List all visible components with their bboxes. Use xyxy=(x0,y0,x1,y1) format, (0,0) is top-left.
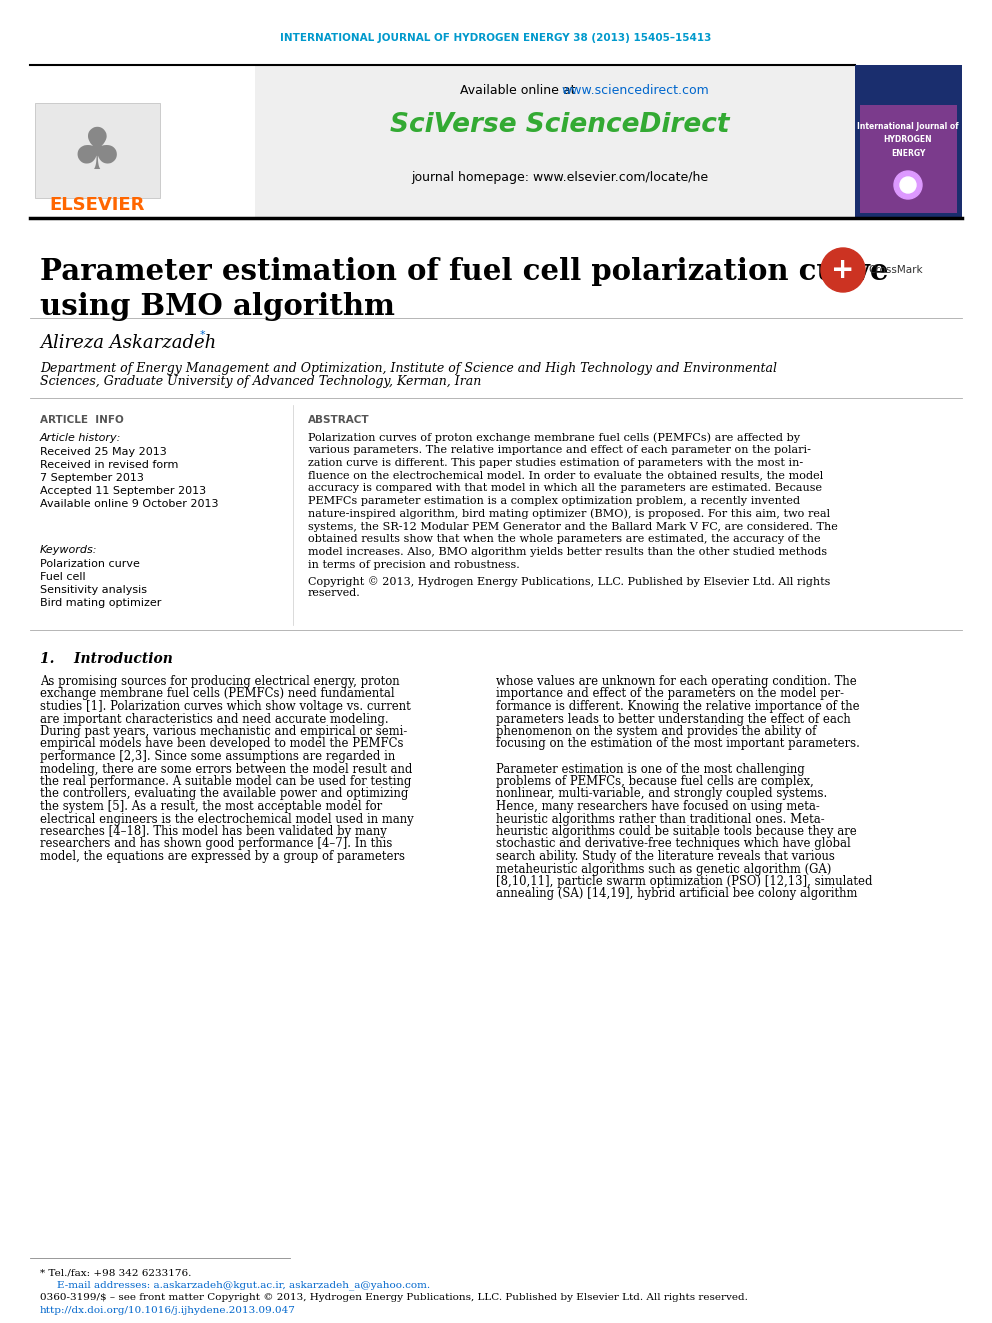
Text: fluence on the electrochemical model. In order to evaluate the obtained results,: fluence on the electrochemical model. In… xyxy=(308,471,823,480)
Text: model increases. Also, BMO algorithm yields better results than the other studie: model increases. Also, BMO algorithm yie… xyxy=(308,548,827,557)
Text: INTERNATIONAL JOURNAL OF HYDROGEN ENERGY 38 (2013) 15405–15413: INTERNATIONAL JOURNAL OF HYDROGEN ENERGY… xyxy=(281,33,711,44)
Text: accuracy is compared with that model in which all the parameters are estimated. : accuracy is compared with that model in … xyxy=(308,483,822,493)
Text: the system [5]. As a result, the most acceptable model for: the system [5]. As a result, the most ac… xyxy=(40,800,382,814)
Bar xyxy=(860,105,957,213)
Text: Article history:: Article history: xyxy=(40,433,121,443)
Text: researchers and has shown good performance [4–7]. In this: researchers and has shown good performan… xyxy=(40,837,393,851)
Text: in terms of precision and robustness.: in terms of precision and robustness. xyxy=(308,560,520,570)
Text: www.sciencedirect.com: www.sciencedirect.com xyxy=(561,83,708,97)
Text: During past years, various mechanistic and empirical or semi-: During past years, various mechanistic a… xyxy=(40,725,408,738)
Bar xyxy=(35,103,160,198)
Text: metaheuristic algorithms such as genetic algorithm (GA): metaheuristic algorithms such as genetic… xyxy=(496,863,831,876)
Text: E-mail addresses: a.askarzadeh@kgut.ac.ir, askarzadeh_a@yahoo.com.: E-mail addresses: a.askarzadeh@kgut.ac.i… xyxy=(57,1279,431,1290)
Text: ELSEVIER: ELSEVIER xyxy=(50,196,145,214)
Text: http://dx.doi.org/10.1016/j.ijhydene.2013.09.047: http://dx.doi.org/10.1016/j.ijhydene.201… xyxy=(40,1306,296,1315)
Text: parameters leads to better understanding the effect of each: parameters leads to better understanding… xyxy=(496,713,851,725)
Text: importance and effect of the parameters on the model per-: importance and effect of the parameters … xyxy=(496,688,844,700)
Text: using BMO algorithm: using BMO algorithm xyxy=(40,292,395,321)
Text: ABSTRACT: ABSTRACT xyxy=(308,415,370,425)
Text: exchange membrane fuel cells (PEMFCs) need fundamental: exchange membrane fuel cells (PEMFCs) ne… xyxy=(40,688,395,700)
Text: [8,10,11], particle swarm optimization (PSO) [12,13], simulated: [8,10,11], particle swarm optimization (… xyxy=(496,875,873,888)
Text: PEMFCs parameter estimation is a complex optimization problem, a recently invent: PEMFCs parameter estimation is a complex… xyxy=(308,496,801,505)
Text: Polarization curve: Polarization curve xyxy=(40,560,140,569)
Text: performance [2,3]. Since some assumptions are regarded in: performance [2,3]. Since some assumption… xyxy=(40,750,395,763)
Text: CrossMark: CrossMark xyxy=(868,265,923,275)
Text: ♣: ♣ xyxy=(70,123,123,180)
Text: electrical engineers is the electrochemical model used in many: electrical engineers is the electrochemi… xyxy=(40,812,414,826)
Text: model, the equations are expressed by a group of parameters: model, the equations are expressed by a … xyxy=(40,849,405,863)
Text: Copyright © 2013, Hydrogen Energy Publications, LLC. Published by Elsevier Ltd. : Copyright © 2013, Hydrogen Energy Public… xyxy=(308,576,830,586)
Text: modeling, there are some errors between the model result and: modeling, there are some errors between … xyxy=(40,762,413,775)
Text: 1.    Introduction: 1. Introduction xyxy=(40,652,173,665)
Text: 7 September 2013: 7 September 2013 xyxy=(40,474,144,483)
Text: formance is different. Knowing the relative importance of the: formance is different. Knowing the relat… xyxy=(496,700,860,713)
Text: are important characteristics and need accurate modeling.: are important characteristics and need a… xyxy=(40,713,389,725)
Text: Hence, many researchers have focused on using meta-: Hence, many researchers have focused on … xyxy=(496,800,819,814)
Text: nonlinear, multi-variable, and strongly coupled systems.: nonlinear, multi-variable, and strongly … xyxy=(496,787,827,800)
Text: search ability. Study of the literature reveals that various: search ability. Study of the literature … xyxy=(496,849,835,863)
Text: focusing on the estimation of the most important parameters.: focusing on the estimation of the most i… xyxy=(496,737,860,750)
Text: heuristic algorithms could be suitable tools because they are: heuristic algorithms could be suitable t… xyxy=(496,826,857,837)
Text: annealing (SA) [14,19], hybrid artificial bee colony algorithm: annealing (SA) [14,19], hybrid artificia… xyxy=(496,888,857,901)
Text: Fuel cell: Fuel cell xyxy=(40,572,85,582)
Circle shape xyxy=(821,247,865,292)
Text: Parameter estimation of fuel cell polarization curve: Parameter estimation of fuel cell polari… xyxy=(40,257,889,286)
Text: Bird mating optimizer: Bird mating optimizer xyxy=(40,598,162,609)
Text: ARTICLE  INFO: ARTICLE INFO xyxy=(40,415,124,425)
Text: various parameters. The relative importance and effect of each parameter on the : various parameters. The relative importa… xyxy=(308,445,810,455)
Text: stochastic and derivative-free techniques which have global: stochastic and derivative-free technique… xyxy=(496,837,851,851)
Bar xyxy=(255,65,855,218)
Text: Sensitivity analysis: Sensitivity analysis xyxy=(40,585,147,595)
Text: Available online 9 October 2013: Available online 9 October 2013 xyxy=(40,499,218,509)
Text: Keywords:: Keywords: xyxy=(40,545,97,556)
Text: Polarization curves of proton exchange membrane fuel cells (PEMFCs) are affected: Polarization curves of proton exchange m… xyxy=(308,433,801,443)
Text: *: * xyxy=(200,329,205,340)
Text: * Tel./fax: +98 342 6233176.: * Tel./fax: +98 342 6233176. xyxy=(40,1267,191,1277)
Text: empirical models have been developed to model the PEMFCs: empirical models have been developed to … xyxy=(40,737,404,750)
Text: heuristic algorithms rather than traditional ones. Meta-: heuristic algorithms rather than traditi… xyxy=(496,812,824,826)
Text: Available online at: Available online at xyxy=(460,83,579,97)
Text: researches [4–18]. This model has been validated by many: researches [4–18]. This model has been v… xyxy=(40,826,387,837)
Text: Accepted 11 September 2013: Accepted 11 September 2013 xyxy=(40,486,206,496)
Text: studies [1]. Polarization curves which show voltage vs. current: studies [1]. Polarization curves which s… xyxy=(40,700,411,713)
Bar xyxy=(855,65,962,218)
Text: zation curve is different. This paper studies estimation of parameters with the : zation curve is different. This paper st… xyxy=(308,458,804,467)
Bar xyxy=(30,65,255,218)
Text: Parameter estimation is one of the most challenging: Parameter estimation is one of the most … xyxy=(496,762,805,775)
Text: International Journal of
HYDROGEN
ENERGY: International Journal of HYDROGEN ENERGY xyxy=(857,122,959,157)
Text: +: + xyxy=(831,255,855,284)
Text: the controllers, evaluating the available power and optimizing: the controllers, evaluating the availabl… xyxy=(40,787,409,800)
Text: Received in revised form: Received in revised form xyxy=(40,460,179,470)
Text: phenomenon on the system and provides the ability of: phenomenon on the system and provides th… xyxy=(496,725,816,738)
Text: problems of PEMFCs, because fuel cells are complex,: problems of PEMFCs, because fuel cells a… xyxy=(496,775,813,789)
Text: As promising sources for producing electrical energy, proton: As promising sources for producing elect… xyxy=(40,675,400,688)
Text: systems, the SR-12 Modular PEM Generator and the Ballard Mark V FC, are consider: systems, the SR-12 Modular PEM Generator… xyxy=(308,521,838,532)
Text: 0360-3199/$ – see front matter Copyright © 2013, Hydrogen Energy Publications, L: 0360-3199/$ – see front matter Copyright… xyxy=(40,1293,748,1302)
Text: Sciences, Graduate University of Advanced Technology, Kerman, Iran: Sciences, Graduate University of Advance… xyxy=(40,374,481,388)
Text: journal homepage: www.elsevier.com/locate/he: journal homepage: www.elsevier.com/locat… xyxy=(412,172,708,184)
Text: nature-inspired algorithm, bird mating optimizer (BMO), is proposed. For this ai: nature-inspired algorithm, bird mating o… xyxy=(308,509,830,520)
Text: obtained results show that when the whole parameters are estimated, the accuracy: obtained results show that when the whol… xyxy=(308,534,820,544)
Circle shape xyxy=(900,177,916,193)
Text: SciVerse ScienceDirect: SciVerse ScienceDirect xyxy=(390,112,730,138)
Text: Alireza Askarzadeh: Alireza Askarzadeh xyxy=(40,333,216,352)
Text: whose values are unknown for each operating condition. The: whose values are unknown for each operat… xyxy=(496,675,857,688)
Circle shape xyxy=(894,171,922,198)
Text: Department of Energy Management and Optimization, Institute of Science and High : Department of Energy Management and Opti… xyxy=(40,363,777,374)
Text: the real performance. A suitable model can be used for testing: the real performance. A suitable model c… xyxy=(40,775,412,789)
Text: reserved.: reserved. xyxy=(308,589,361,598)
Text: Received 25 May 2013: Received 25 May 2013 xyxy=(40,447,167,456)
